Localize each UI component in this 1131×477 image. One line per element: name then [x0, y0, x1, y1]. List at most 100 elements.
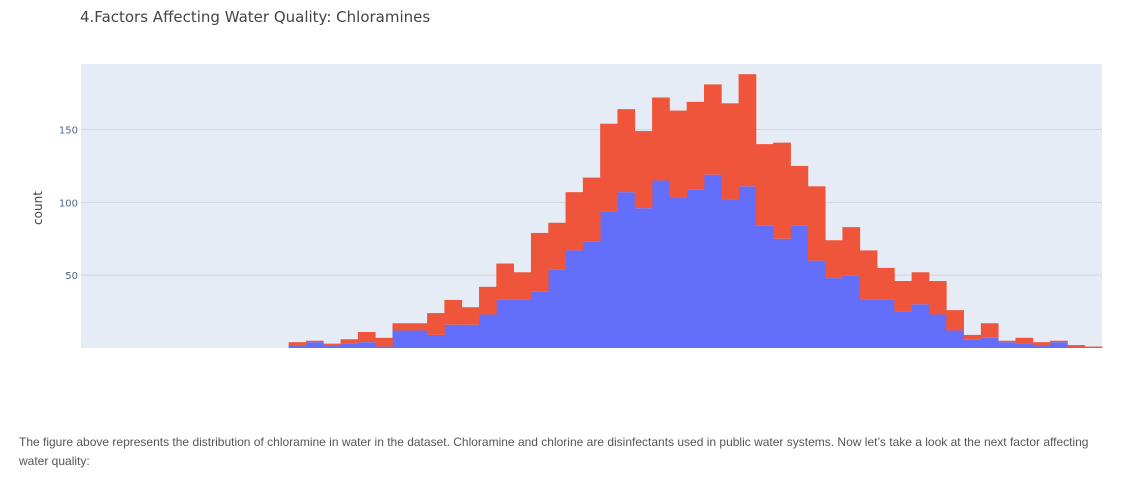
histogram-bar	[288, 342, 307, 346]
histogram-bar	[703, 174, 722, 348]
histogram-bar	[565, 192, 584, 251]
histogram-bar	[375, 337, 393, 347]
histogram-bar	[1032, 342, 1051, 346]
histogram-bar	[1015, 337, 1034, 344]
histogram-bar	[738, 186, 757, 348]
histogram-bar	[807, 260, 826, 348]
histogram-bar	[634, 208, 653, 348]
histogram-bar	[409, 323, 428, 331]
histogram-bar	[998, 340, 1016, 343]
histogram-bar	[530, 291, 549, 348]
histogram-bar	[928, 314, 947, 348]
histogram-bar	[582, 177, 601, 242]
histogram-bar	[392, 330, 411, 348]
histogram-bar	[461, 324, 480, 348]
histogram-bar	[911, 272, 930, 305]
histogram-bar	[1084, 346, 1103, 348]
histogram-bar	[877, 299, 895, 348]
y-tick-label: 50	[65, 271, 78, 282]
histogram-bar	[755, 225, 774, 348]
histogram-bar	[980, 337, 999, 348]
y-tick-label: 150	[59, 126, 78, 137]
histogram-bar	[513, 299, 532, 348]
histogram-bar	[392, 323, 411, 331]
histogram-bar	[427, 334, 445, 348]
histogram-bar	[946, 330, 964, 348]
figure-caption: The figure above represents the distribu…	[19, 435, 1089, 468]
y-tick-labels: 50 100 150	[59, 126, 78, 283]
histogram-bar	[565, 250, 584, 348]
histogram-bar	[479, 314, 497, 348]
histogram-bar	[1067, 345, 1086, 348]
histogram-bar	[963, 339, 982, 348]
y-tick-label: 100	[59, 198, 78, 209]
histogram-bar	[703, 84, 722, 175]
histogram-bar	[738, 74, 757, 187]
histogram-bar	[479, 286, 497, 315]
histogram-bar	[357, 331, 376, 343]
histogram-bar	[548, 269, 566, 348]
histogram-bar	[1015, 343, 1034, 348]
histogram-bar	[288, 345, 307, 348]
histogram-bar	[305, 342, 324, 348]
chart-title: 4.Factors Affecting Water Quality: Chlor…	[80, 8, 431, 26]
histogram-bar	[305, 340, 324, 343]
y-axis-label: count	[31, 191, 45, 225]
histogram-bar	[323, 345, 341, 348]
histogram-bar	[686, 101, 705, 190]
histogram-bar	[375, 346, 393, 348]
histogram-bar	[790, 165, 809, 226]
histogram-bar	[461, 307, 480, 325]
histogram-bar	[963, 334, 982, 340]
histogram-bar	[842, 227, 861, 276]
histogram-bar	[652, 97, 670, 181]
histogram-bar	[721, 103, 739, 200]
histogram-bar	[548, 222, 566, 270]
histogram-bar	[530, 232, 549, 292]
histogram-bar	[911, 304, 930, 348]
histogram-bar	[427, 313, 445, 335]
histogram-bar	[669, 197, 688, 348]
histogram-bar	[323, 343, 341, 346]
histogram-bar	[340, 343, 359, 348]
histogram-chart: 50 100 150 count	[31, 64, 1103, 348]
histogram-bar	[998, 342, 1016, 348]
histogram-bar	[600, 123, 618, 212]
histogram-bar	[652, 180, 670, 348]
histogram-bar	[721, 199, 739, 348]
histogram-bar	[807, 186, 826, 261]
histogram-bar	[409, 330, 428, 348]
histogram-bar	[496, 299, 515, 348]
histogram-bar	[1032, 345, 1051, 348]
histogram-bars	[288, 74, 1103, 348]
histogram-bar	[946, 310, 964, 331]
histogram-bar	[859, 299, 878, 348]
histogram-bar	[980, 323, 999, 338]
histogram-bar	[340, 339, 359, 344]
histogram-bar	[686, 189, 705, 348]
histogram-bar	[582, 241, 601, 348]
histogram-bar	[1050, 342, 1068, 348]
histogram-bar	[617, 192, 636, 348]
histogram-bar	[790, 225, 809, 348]
histogram-bar	[894, 281, 913, 312]
histogram-bar	[894, 311, 913, 348]
histogram-bar	[669, 110, 688, 198]
histogram-bar	[496, 263, 515, 300]
histogram-bar	[1050, 340, 1068, 343]
histogram-bar	[773, 142, 791, 239]
histogram-bar	[825, 278, 843, 348]
histogram-bar	[825, 240, 843, 279]
histogram-bar	[444, 324, 463, 348]
histogram-bar	[773, 238, 791, 348]
histogram-bar	[600, 211, 618, 348]
histogram-bar	[755, 144, 774, 226]
histogram-bar	[928, 281, 947, 315]
histogram-bar	[634, 130, 653, 209]
histogram-bar	[859, 250, 878, 300]
histogram-bar	[617, 109, 636, 193]
histogram-bar	[357, 342, 376, 348]
histogram-bar	[444, 299, 463, 325]
histogram-bar	[842, 275, 861, 348]
histogram-bar	[513, 272, 532, 300]
